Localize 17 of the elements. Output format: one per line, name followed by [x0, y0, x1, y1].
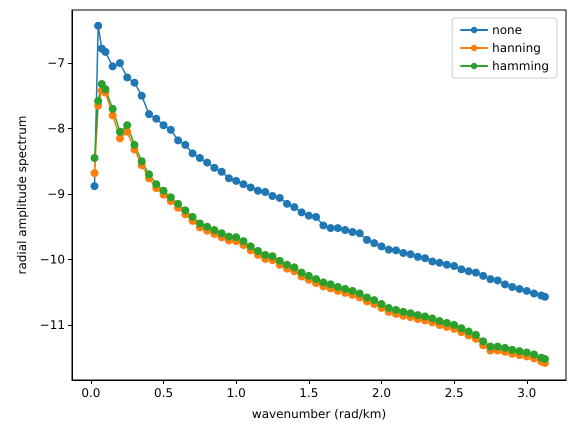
x-tick-label: 2.0 [372, 386, 392, 400]
x-tick-label: 0.5 [154, 386, 174, 400]
y-tick-label: −7 [47, 56, 65, 70]
legend-label: hanning [492, 41, 541, 55]
legend-label: hamming [492, 59, 550, 73]
x-axis-title: wavenumber (rad/km) [252, 407, 386, 421]
y-tick-label: −11 [40, 318, 65, 332]
x-tick-label: 2.5 [444, 386, 464, 400]
y-tick-label: −9 [47, 187, 65, 202]
y-tick-label: −10 [40, 252, 65, 267]
y-axis-title: radial amplitude spectrum [15, 116, 29, 274]
y-tick-label: −8 [47, 122, 65, 136]
x-tick-label: 3.0 [517, 386, 536, 400]
x-tick-label: 0.0 [81, 386, 100, 400]
x-tick-label: 1.5 [299, 386, 318, 400]
legend-label: none [492, 23, 522, 37]
x-tick-label: 1.0 [226, 386, 246, 400]
